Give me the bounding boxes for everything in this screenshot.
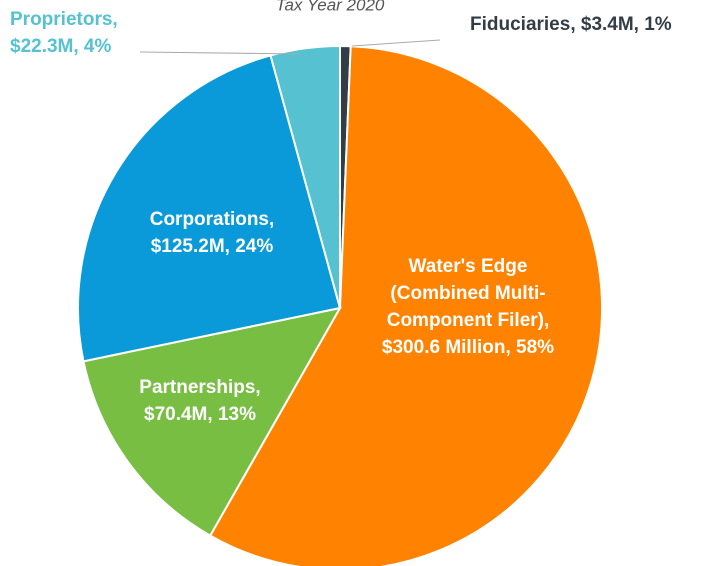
slice-label: Partnerships, bbox=[139, 377, 260, 398]
slice-label: Proprietors, bbox=[10, 9, 118, 30]
chart-subtitle: Tax Year 2020 bbox=[276, 0, 385, 14]
slice-label: Fiduciaries, $3.4M, 1% bbox=[470, 14, 672, 35]
slice-label: (Combined Multi- bbox=[390, 283, 545, 304]
slice-label: $70.4M, 13% bbox=[144, 404, 256, 425]
leader-line bbox=[139, 51, 301, 55]
slice-label: $300.6 Million, 58% bbox=[382, 337, 554, 358]
pie-slice bbox=[77, 54, 342, 363]
pie-slice bbox=[82, 306, 342, 537]
pie-slice bbox=[269, 44, 341, 309]
slice-label: Water's Edge bbox=[409, 256, 528, 277]
pie-slice bbox=[208, 45, 603, 566]
slice-label: Corporations, bbox=[150, 209, 275, 230]
slice-label: $125.2M, 24% bbox=[151, 236, 274, 257]
leader-line bbox=[351, 39, 441, 47]
slice-label: Component Filer), bbox=[387, 310, 550, 331]
slice-label: $22.3M, 4% bbox=[10, 36, 111, 57]
